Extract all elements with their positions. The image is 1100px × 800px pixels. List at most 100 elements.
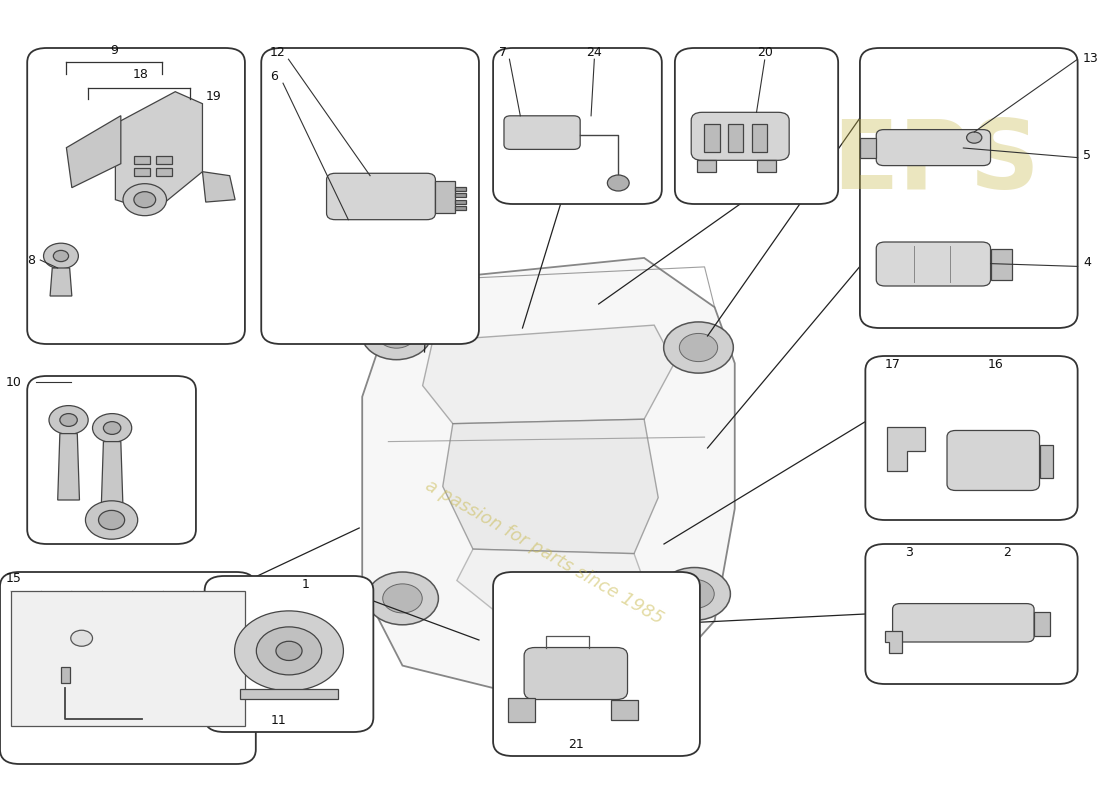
Polygon shape [456,549,650,616]
Circle shape [59,414,77,426]
Text: 20: 20 [757,46,772,59]
Circle shape [659,567,730,620]
Text: 15: 15 [6,571,21,585]
Circle shape [92,414,132,442]
Circle shape [607,175,629,191]
Circle shape [234,611,343,691]
Circle shape [674,579,714,609]
FancyBboxPatch shape [675,48,838,204]
Text: 21: 21 [568,738,584,751]
Circle shape [123,184,166,216]
Bar [860,138,877,158]
Bar [240,690,338,699]
Polygon shape [57,434,79,500]
Text: 5: 5 [1084,149,1091,162]
Text: 10: 10 [6,375,22,389]
Circle shape [99,510,124,530]
Polygon shape [443,419,658,554]
Bar [696,160,716,172]
FancyBboxPatch shape [691,112,789,160]
Bar [1040,445,1053,478]
Bar [508,698,535,722]
Bar [436,182,455,214]
Circle shape [366,572,439,625]
Polygon shape [422,325,674,424]
Text: 6: 6 [270,70,278,83]
Polygon shape [66,116,121,188]
Circle shape [50,406,88,434]
FancyBboxPatch shape [866,544,1078,684]
Circle shape [276,642,303,661]
Text: a passion for parts since 1985: a passion for parts since 1985 [422,476,667,628]
FancyBboxPatch shape [327,174,436,220]
Bar [156,168,172,176]
FancyBboxPatch shape [0,572,256,764]
FancyBboxPatch shape [860,48,1078,328]
Circle shape [53,250,68,262]
Polygon shape [362,258,735,688]
FancyBboxPatch shape [892,604,1034,642]
Circle shape [134,192,156,208]
Text: 9: 9 [110,45,118,58]
Text: 19: 19 [206,90,221,103]
Text: 11: 11 [271,714,286,727]
Circle shape [680,334,717,362]
Bar [455,194,466,198]
FancyBboxPatch shape [205,576,373,732]
Circle shape [86,501,138,539]
Polygon shape [116,92,202,212]
Bar [134,156,151,164]
Text: 2: 2 [1003,546,1011,559]
Circle shape [383,584,422,613]
Text: 8: 8 [28,254,35,267]
Text: 3: 3 [905,546,913,559]
FancyBboxPatch shape [28,48,245,344]
Circle shape [967,132,982,143]
Bar [156,156,172,164]
Bar [752,124,768,152]
Circle shape [663,322,734,373]
Circle shape [44,243,78,269]
FancyBboxPatch shape [504,116,580,150]
FancyBboxPatch shape [261,48,478,344]
Text: 24: 24 [586,46,602,59]
Text: 17: 17 [884,358,901,371]
Bar [60,666,69,682]
Bar [455,206,466,210]
Bar [612,699,638,719]
Text: 4: 4 [1084,257,1091,270]
FancyBboxPatch shape [877,130,990,166]
Circle shape [377,320,416,348]
Polygon shape [886,630,902,653]
FancyBboxPatch shape [877,242,990,286]
Text: 18: 18 [132,69,148,82]
Bar [455,187,466,191]
FancyBboxPatch shape [28,376,196,544]
Polygon shape [887,427,925,470]
Text: 16: 16 [988,358,1004,371]
Polygon shape [101,442,123,508]
Circle shape [362,309,431,360]
Bar [1034,611,1050,635]
Bar [134,168,151,176]
Bar [757,160,777,172]
Text: 12: 12 [270,46,286,59]
Bar [990,250,1012,280]
Text: 7: 7 [498,46,506,59]
Bar [455,200,466,204]
Text: 13: 13 [1084,53,1099,66]
Circle shape [103,422,121,434]
Text: 1: 1 [301,578,310,591]
FancyBboxPatch shape [947,430,1040,490]
FancyBboxPatch shape [493,572,700,756]
Circle shape [256,627,321,675]
Bar [704,124,719,152]
Text: EPS: EPS [832,116,1040,209]
Polygon shape [202,172,235,202]
Bar [728,124,744,152]
FancyBboxPatch shape [493,48,662,204]
Polygon shape [51,268,72,296]
Bar [11,591,245,726]
FancyBboxPatch shape [524,647,627,699]
Circle shape [70,630,92,646]
